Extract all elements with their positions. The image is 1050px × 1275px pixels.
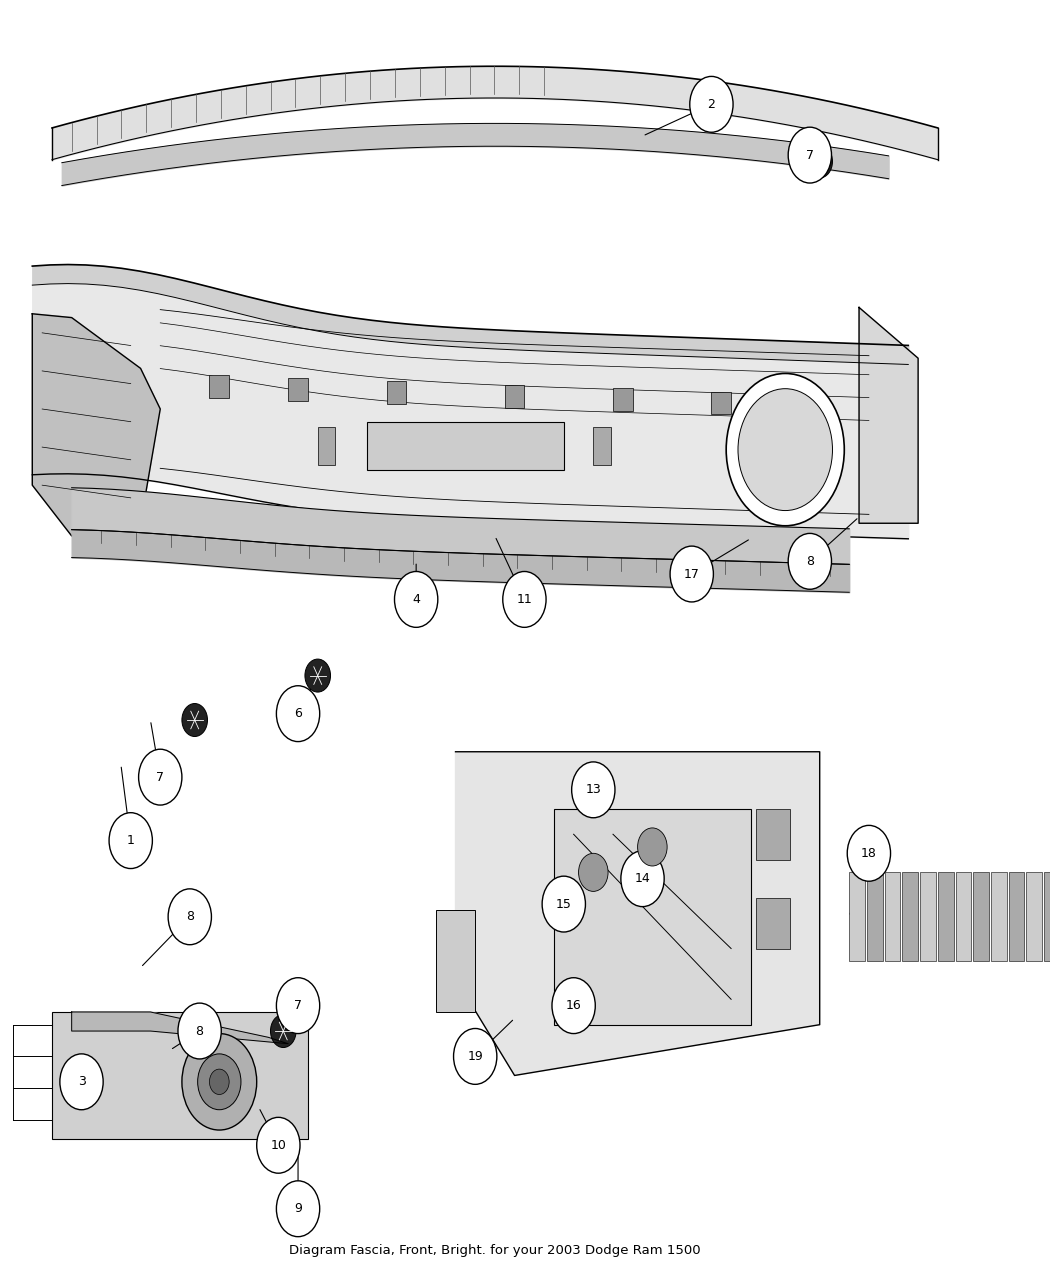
Circle shape bbox=[209, 1070, 229, 1094]
Text: 18: 18 bbox=[861, 847, 877, 859]
Bar bbox=[973, 872, 989, 961]
Bar bbox=[366, 422, 564, 470]
Bar bbox=[505, 385, 524, 408]
Text: 8: 8 bbox=[805, 555, 814, 567]
Circle shape bbox=[621, 850, 665, 907]
Polygon shape bbox=[456, 752, 820, 1075]
Polygon shape bbox=[859, 307, 918, 523]
Bar bbox=[436, 910, 476, 1012]
Circle shape bbox=[182, 1034, 256, 1130]
Text: 13: 13 bbox=[586, 783, 602, 797]
Text: 10: 10 bbox=[271, 1139, 287, 1151]
Circle shape bbox=[276, 1181, 319, 1237]
Bar bbox=[52, 1012, 308, 1139]
Polygon shape bbox=[33, 314, 161, 536]
Text: 19: 19 bbox=[467, 1049, 483, 1063]
Text: 9: 9 bbox=[294, 1202, 302, 1215]
Circle shape bbox=[727, 374, 844, 525]
Circle shape bbox=[579, 853, 608, 891]
Circle shape bbox=[637, 827, 667, 866]
Circle shape bbox=[690, 76, 733, 133]
Circle shape bbox=[276, 686, 319, 742]
Circle shape bbox=[60, 1054, 103, 1109]
Bar bbox=[991, 872, 1007, 961]
Text: 17: 17 bbox=[684, 567, 699, 580]
Bar bbox=[386, 381, 406, 404]
Circle shape bbox=[789, 533, 832, 589]
Circle shape bbox=[552, 978, 595, 1034]
Bar bbox=[209, 375, 229, 398]
Text: 1: 1 bbox=[127, 834, 134, 847]
Bar bbox=[902, 872, 918, 961]
Text: 3: 3 bbox=[78, 1075, 85, 1089]
Bar bbox=[885, 872, 901, 961]
Bar bbox=[554, 808, 751, 1025]
Circle shape bbox=[395, 571, 438, 627]
Circle shape bbox=[847, 825, 890, 881]
Circle shape bbox=[197, 1054, 240, 1109]
Bar bbox=[956, 872, 971, 961]
Text: 8: 8 bbox=[195, 1025, 204, 1038]
Text: 7: 7 bbox=[294, 1000, 302, 1012]
Text: 7: 7 bbox=[156, 770, 164, 784]
Circle shape bbox=[571, 762, 615, 817]
Bar bbox=[1026, 872, 1042, 961]
Circle shape bbox=[542, 876, 586, 932]
Circle shape bbox=[168, 889, 211, 945]
Text: 16: 16 bbox=[566, 1000, 582, 1012]
Bar bbox=[593, 427, 611, 465]
Circle shape bbox=[256, 1117, 300, 1173]
Text: Diagram Fascia, Front, Bright. for your 2003 Dodge Ram 1500: Diagram Fascia, Front, Bright. for your … bbox=[289, 1244, 700, 1257]
Text: 6: 6 bbox=[294, 708, 302, 720]
Text: 14: 14 bbox=[634, 872, 650, 885]
Circle shape bbox=[789, 128, 832, 184]
Bar bbox=[867, 872, 883, 961]
Circle shape bbox=[182, 704, 208, 737]
Bar bbox=[712, 391, 731, 414]
Text: 2: 2 bbox=[708, 98, 715, 111]
Bar bbox=[613, 389, 633, 412]
Bar bbox=[938, 872, 953, 961]
Circle shape bbox=[670, 546, 713, 602]
Bar bbox=[756, 898, 791, 949]
Circle shape bbox=[304, 659, 331, 692]
Circle shape bbox=[503, 571, 546, 627]
Circle shape bbox=[806, 145, 833, 178]
Circle shape bbox=[276, 978, 319, 1034]
Circle shape bbox=[454, 1029, 497, 1084]
Text: 11: 11 bbox=[517, 593, 532, 606]
Text: 15: 15 bbox=[555, 898, 571, 910]
Bar bbox=[1044, 872, 1050, 961]
Circle shape bbox=[271, 1015, 296, 1048]
Text: 8: 8 bbox=[186, 910, 194, 923]
Bar bbox=[849, 872, 865, 961]
Bar bbox=[318, 427, 335, 465]
Bar bbox=[756, 808, 791, 859]
Circle shape bbox=[109, 812, 152, 868]
Polygon shape bbox=[71, 1012, 288, 1044]
Circle shape bbox=[139, 750, 182, 805]
Circle shape bbox=[738, 389, 833, 510]
Bar bbox=[288, 377, 308, 400]
Circle shape bbox=[177, 1003, 222, 1060]
Bar bbox=[800, 394, 820, 417]
Bar bbox=[920, 872, 936, 961]
Bar bbox=[1009, 872, 1025, 961]
Text: 7: 7 bbox=[805, 149, 814, 162]
Text: 4: 4 bbox=[413, 593, 420, 606]
